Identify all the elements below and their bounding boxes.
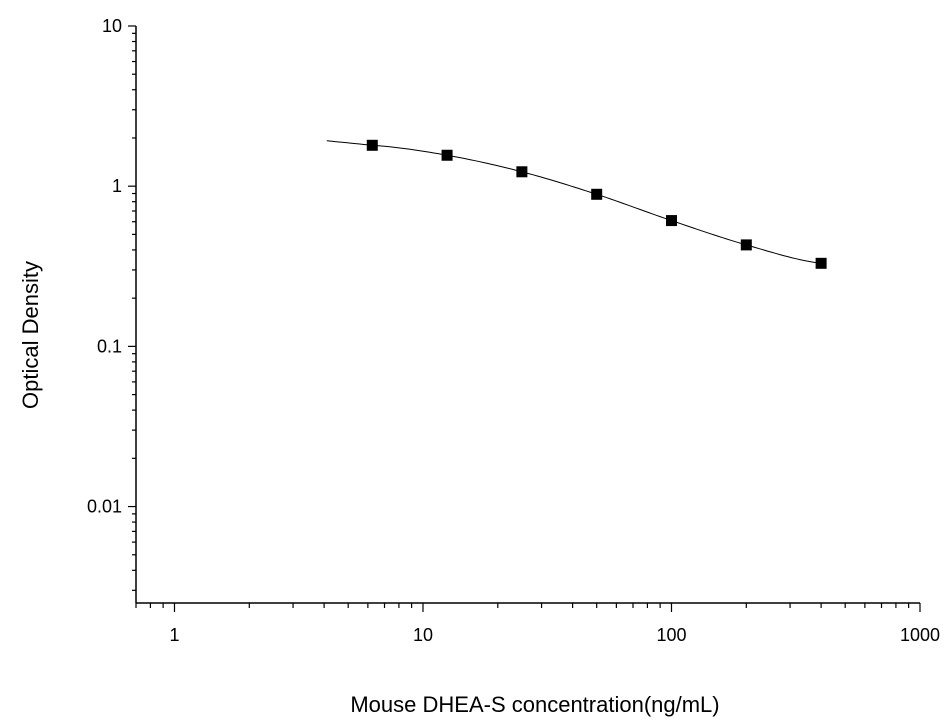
- x-tick-label: 1000: [900, 625, 940, 645]
- data-point: [740, 239, 752, 251]
- x-tick-label: 1: [169, 625, 179, 645]
- data-point: [815, 257, 827, 269]
- x-tick-label: 10: [413, 625, 433, 645]
- data-point: [366, 139, 378, 151]
- axes: [135, 26, 920, 604]
- data-point: [516, 166, 528, 178]
- data-point: [591, 188, 603, 200]
- x-tick-label: 100: [656, 625, 686, 645]
- data-points: [366, 139, 827, 269]
- data-point: [665, 215, 677, 227]
- y-tick-label: 0.1: [97, 336, 122, 356]
- y-axis-title: Optical Density: [18, 261, 43, 409]
- y-tick-label: 1: [112, 176, 122, 196]
- y-tick-label: 10: [102, 16, 122, 36]
- data-point: [441, 149, 453, 161]
- fit-curve: [326, 140, 822, 264]
- x-axis-ticks: 1 10 100 1000: [135, 603, 940, 645]
- y-tick-label: 0.01: [87, 497, 122, 517]
- y-axis-ticks: 0.01 0.1 1 10: [87, 16, 136, 591]
- x-axis-title: Mouse DHEA-S concentration(ng/mL): [350, 692, 719, 717]
